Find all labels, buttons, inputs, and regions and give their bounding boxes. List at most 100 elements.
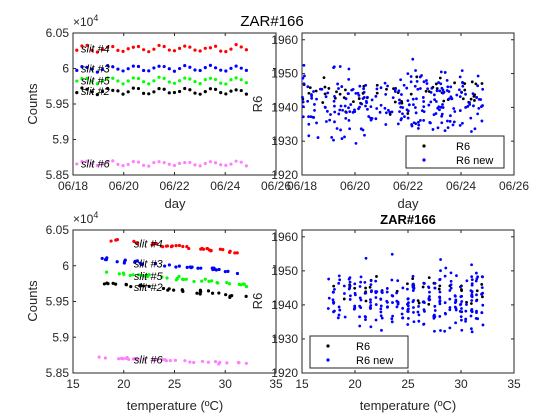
point-r6 bbox=[323, 85, 327, 89]
point-slit-6 bbox=[111, 159, 115, 163]
point-slit-4 bbox=[188, 45, 192, 49]
point-r6-new bbox=[425, 82, 429, 85]
point-r6-new bbox=[359, 275, 363, 279]
point-r6-new bbox=[413, 84, 417, 88]
point-r6-new bbox=[348, 298, 352, 301]
x-tick-label: 25 bbox=[401, 377, 415, 391]
point-r6-new bbox=[425, 79, 428, 82]
point-slit-3 bbox=[234, 64, 238, 68]
point-slit-6 bbox=[206, 360, 210, 364]
point-r6 bbox=[415, 75, 419, 79]
point-r6-new bbox=[434, 100, 438, 103]
point-r6-new bbox=[411, 274, 415, 278]
point-r6-new bbox=[395, 291, 399, 295]
point-r6-new bbox=[347, 106, 350, 110]
point-slit-6 bbox=[244, 361, 248, 365]
point-slit-6 bbox=[188, 160, 192, 165]
data-points bbox=[97, 238, 249, 366]
point-r6-new bbox=[439, 70, 443, 74]
point-slit-4 bbox=[208, 46, 213, 50]
point-r6 bbox=[475, 289, 479, 293]
point-slit-6 bbox=[203, 161, 207, 166]
point-slit-2 bbox=[177, 89, 182, 94]
y-tick-label: 6 bbox=[62, 62, 69, 76]
point-r6-new bbox=[330, 135, 334, 139]
panel-title: ZAR#166 bbox=[380, 212, 436, 227]
point-r6 bbox=[338, 92, 342, 96]
point-r6 bbox=[322, 76, 326, 79]
point-slit-2 bbox=[180, 288, 185, 292]
point-slit-3 bbox=[138, 261, 142, 265]
point-slit-6 bbox=[153, 358, 157, 362]
point-r6-new bbox=[395, 305, 399, 309]
point-slit-4 bbox=[170, 244, 174, 248]
annotation-slit-2: slit #2 bbox=[81, 86, 110, 98]
point-r6-new bbox=[379, 86, 383, 90]
point-slit-4 bbox=[147, 50, 151, 54]
point-r6-new bbox=[453, 294, 457, 298]
point-r6 bbox=[481, 295, 484, 299]
point-r6-new bbox=[438, 314, 442, 318]
y-tick-label: 1940 bbox=[271, 298, 298, 312]
point-r6-new bbox=[347, 77, 351, 81]
point-slit-6 bbox=[183, 160, 187, 165]
point-r6-new bbox=[309, 115, 313, 119]
x-tick-label: 06/26 bbox=[499, 179, 529, 193]
legend-box bbox=[405, 135, 505, 169]
point-r6-new bbox=[319, 87, 322, 91]
point-slit-4 bbox=[229, 47, 233, 51]
point-r6-new bbox=[384, 92, 388, 96]
point-r6-new bbox=[481, 87, 485, 91]
point-r6-new bbox=[396, 300, 400, 304]
point-slit-6 bbox=[126, 162, 130, 167]
point-r6-new bbox=[448, 326, 452, 330]
point-r6-new bbox=[414, 69, 417, 72]
point-slit-6 bbox=[177, 161, 182, 166]
point-r6-new bbox=[421, 96, 425, 99]
point-r6-new bbox=[331, 298, 335, 302]
x-axis: 06/18 06/20 06/22 06/24 06/26 bbox=[58, 33, 291, 193]
point-r6-new bbox=[413, 106, 417, 109]
point-r6-new bbox=[458, 75, 462, 79]
point-slit-5 bbox=[193, 80, 197, 84]
y-axis-label: R6 bbox=[250, 96, 265, 113]
point-r6-new bbox=[407, 301, 410, 305]
point-slit-4 bbox=[106, 45, 110, 49]
point-r6-new bbox=[333, 94, 336, 98]
point-r6-new bbox=[436, 126, 440, 130]
point-r6-new bbox=[464, 92, 467, 96]
point-slit-3 bbox=[90, 67, 94, 71]
y-tick-label: 1950 bbox=[271, 67, 298, 81]
point-slit-3 bbox=[163, 264, 167, 268]
point-r6-new bbox=[450, 97, 454, 101]
point-slit-6 bbox=[117, 357, 121, 361]
point-r6-new bbox=[443, 329, 447, 333]
point-slit-3 bbox=[136, 64, 141, 69]
point-r6-new bbox=[438, 295, 441, 299]
point-r6-new bbox=[443, 311, 447, 315]
point-slit-2 bbox=[172, 288, 176, 292]
point-r6-new bbox=[378, 110, 382, 114]
point-r6-new bbox=[449, 271, 453, 275]
point-r6-new bbox=[337, 112, 341, 116]
point-slit-4 bbox=[132, 239, 136, 243]
point-slit-3 bbox=[177, 66, 182, 71]
point-r6-new bbox=[307, 134, 311, 138]
point-r6 bbox=[453, 81, 456, 85]
point-slit-4 bbox=[177, 243, 182, 248]
point-slit-5 bbox=[152, 79, 156, 83]
point-r6-new bbox=[409, 80, 413, 84]
point-r6-new bbox=[458, 285, 462, 289]
point-slit-6 bbox=[213, 161, 218, 165]
point-r6-new bbox=[427, 286, 431, 290]
point-slit-3 bbox=[85, 65, 89, 69]
y-axis: 1920 1930 1940 1950 1960 bbox=[271, 230, 514, 380]
point-r6 bbox=[353, 286, 357, 290]
point-r6-new bbox=[476, 317, 480, 321]
point-r6-new bbox=[412, 103, 415, 107]
point-r6 bbox=[469, 302, 473, 305]
point-r6-new bbox=[383, 81, 387, 85]
point-slit-4 bbox=[126, 47, 130, 51]
point-r6-new bbox=[464, 106, 468, 109]
point-r6-new bbox=[315, 97, 318, 101]
